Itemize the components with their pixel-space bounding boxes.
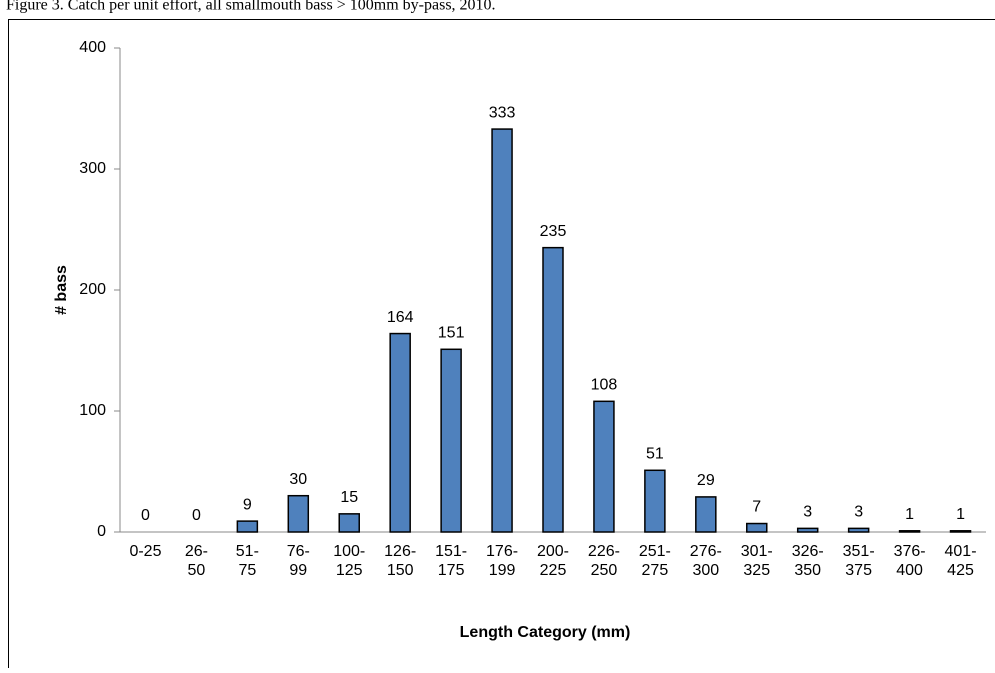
x-tick-label: 351-375 (843, 543, 875, 579)
bar (441, 349, 461, 532)
y-tick-label: 300 (79, 160, 106, 177)
data-label: 1 (956, 506, 965, 523)
bar (339, 514, 359, 532)
bar (747, 524, 767, 532)
bar (798, 528, 818, 532)
data-label: 9 (243, 496, 252, 513)
x-axis-label: Length Category (mm) (460, 624, 631, 641)
data-label: 3 (854, 504, 863, 521)
bar (900, 531, 920, 532)
y-tick-label: 200 (79, 281, 106, 298)
data-label: 0 (141, 507, 150, 524)
bar (288, 496, 308, 532)
data-label: 7 (752, 499, 761, 516)
bar (492, 129, 512, 532)
bar (237, 521, 257, 532)
x-tick-label: 200-225 (537, 543, 569, 579)
data-label: 3 (803, 504, 812, 521)
x-tick-label: 251-275 (639, 543, 671, 579)
y-tick-label: 400 (79, 39, 106, 56)
data-label: 30 (289, 471, 307, 488)
bar (645, 470, 665, 532)
x-tick-label: 76-99 (287, 543, 310, 579)
data-label: 235 (540, 223, 567, 240)
data-label: 15 (340, 489, 358, 506)
x-tick-label: 0-25 (129, 543, 161, 560)
data-label: 151 (438, 325, 465, 342)
x-tick-label: 26-50 (185, 543, 208, 579)
bar (951, 531, 971, 532)
x-tick-label: 126-150 (384, 543, 416, 579)
data-label: 164 (387, 309, 414, 326)
x-tick-label: 151-175 (435, 543, 467, 579)
data-label: 51 (646, 446, 664, 463)
bar (543, 248, 563, 532)
data-label: 333 (489, 104, 516, 121)
bar (594, 401, 614, 532)
data-label: 1 (905, 506, 914, 523)
bar (696, 497, 716, 532)
data-label: 108 (591, 377, 618, 394)
x-tick-label: 301-325 (741, 543, 773, 579)
y-tick-label: 0 (97, 523, 106, 540)
x-tick-label: 276-300 (690, 543, 722, 579)
x-tick-label: 326-350 (792, 543, 824, 579)
data-label: 0 (192, 507, 201, 524)
x-tick-label: 401-425 (945, 543, 977, 579)
bar (849, 528, 869, 532)
y-axis-label: # bass (53, 265, 70, 315)
chart-title: Figure 3. Catch per unit effort, all sma… (6, 0, 496, 14)
x-tick-label: 51-75 (236, 543, 259, 579)
bar (390, 334, 410, 532)
data-label: 29 (697, 472, 715, 489)
x-tick-label: 176-199 (486, 543, 518, 579)
x-tick-label: 376-400 (894, 543, 926, 579)
x-tick-label: 100-125 (333, 543, 365, 579)
y-tick-label: 100 (79, 402, 106, 419)
x-tick-label: 226-250 (588, 543, 620, 579)
